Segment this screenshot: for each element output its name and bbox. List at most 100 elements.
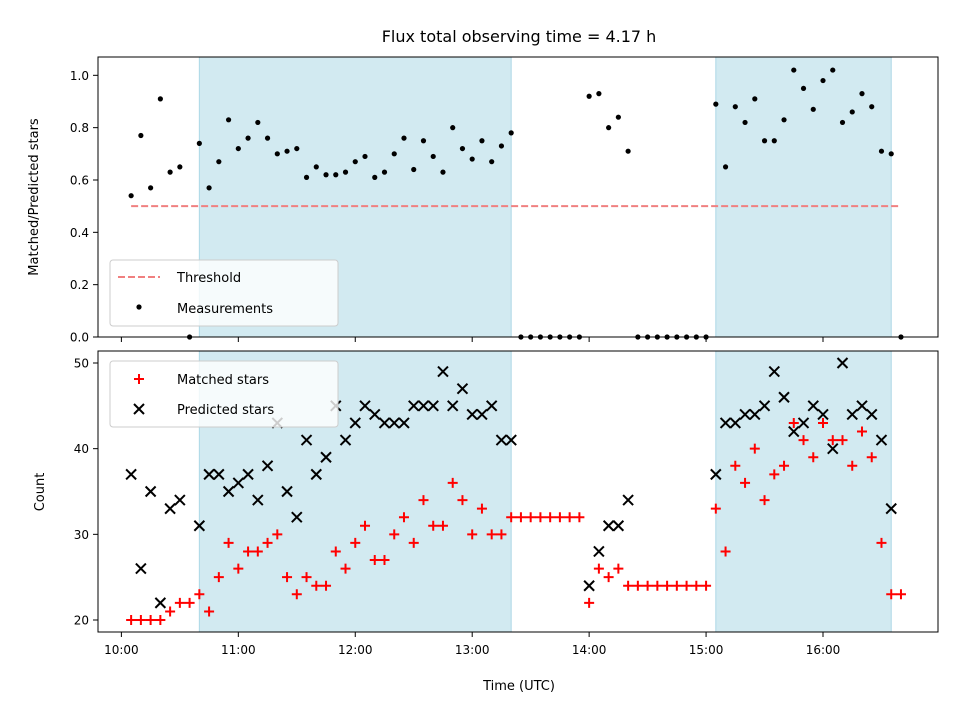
matched-star-point <box>389 529 400 540</box>
matched-star-point <box>145 615 156 626</box>
measurement-point <box>869 104 875 110</box>
measurement-point <box>849 109 855 115</box>
count-marks <box>125 357 906 626</box>
measurement-point <box>148 185 154 191</box>
matched-star-point <box>769 469 780 480</box>
predicted-star-point <box>797 417 810 429</box>
matched-star-point <box>710 503 721 514</box>
bottom-axis-ticks: 10:00 11:00 12:00 13:00 14:00 15:00 16:00 20 30 4… <box>74 356 841 657</box>
observing-band <box>715 350 892 633</box>
measurement-point <box>303 174 310 180</box>
legend-threshold-label: Threshold <box>176 271 241 286</box>
top-legend: Threshold Measurements <box>109 259 339 327</box>
measurement-point <box>888 151 894 157</box>
matched-star-point <box>467 529 478 540</box>
predicted-star-point <box>222 485 235 498</box>
measurement-point <box>167 169 173 175</box>
matched-star-point <box>856 426 867 437</box>
predicted-star-point <box>359 400 371 412</box>
matched-star-point <box>301 572 312 583</box>
matched-star-point <box>593 563 604 574</box>
measurement-point <box>732 104 738 110</box>
measurement-point <box>459 145 466 152</box>
predicted-star-point <box>437 365 449 378</box>
y-tick-label: 50 <box>74 356 89 370</box>
measurement-point <box>878 148 885 154</box>
measurement-point <box>615 114 621 120</box>
matched-star-point <box>428 520 439 531</box>
measurement-point <box>489 159 495 165</box>
measurement-point <box>313 164 319 170</box>
matched-star-point <box>330 546 341 557</box>
measurement-point <box>362 153 368 160</box>
predicted-star-point <box>300 434 313 446</box>
y-tick-label: 0.2 <box>70 278 89 292</box>
measurement-point <box>333 172 339 178</box>
matched-star-point <box>155 615 166 626</box>
matched-star-point <box>213 572 224 583</box>
measurement-point <box>440 169 446 175</box>
x-axis-label: Time (UTC) <box>482 679 555 694</box>
x-tick-label: 11:00 <box>221 643 256 657</box>
matched-star-point <box>233 563 244 574</box>
measurement-point <box>255 119 261 126</box>
measurement-point <box>138 132 144 139</box>
measurement-point <box>245 135 251 141</box>
y-tick-label: 40 <box>74 442 89 456</box>
predicted-star-point <box>164 502 176 515</box>
measurement-point <box>791 67 797 73</box>
matched-star-point <box>623 580 634 591</box>
measurement-point <box>342 169 349 175</box>
predicted-star-point <box>758 400 771 412</box>
matched-star-point <box>554 512 565 523</box>
predicted-star-point <box>125 468 137 481</box>
predicted-star-point <box>466 408 478 421</box>
predicted-star-point <box>602 520 615 532</box>
matched-star-point <box>184 597 195 608</box>
matched-star-point <box>243 546 254 557</box>
legend-matched-swatch <box>134 374 144 384</box>
measurement-point <box>761 138 768 144</box>
predicted-star-point <box>261 460 274 472</box>
measurement-point <box>411 166 417 173</box>
matched-star-point <box>671 580 682 591</box>
x-tick-label: 12:00 <box>338 643 373 657</box>
ratio-marks <box>128 67 904 340</box>
predicted-star-point <box>398 417 410 429</box>
matched-star-point <box>613 563 624 574</box>
predicted-star-point <box>827 442 839 455</box>
measurement-point <box>586 93 592 99</box>
predicted-star-point <box>612 520 625 532</box>
x-tick-label: 14:00 <box>572 643 607 657</box>
bottom-panel-frame <box>97 350 939 633</box>
measurement-point <box>264 135 271 141</box>
measurement-point <box>381 169 388 175</box>
legend-box <box>109 259 339 327</box>
y-tick-label: 30 <box>74 528 89 542</box>
predicted-star-point <box>778 391 790 403</box>
measurement-point <box>294 145 300 152</box>
matched-star-point <box>515 512 526 523</box>
predicted-star-point <box>885 502 897 515</box>
measurement-point <box>498 143 505 149</box>
predicted-star-point <box>349 417 361 429</box>
predicted-star-point <box>232 477 245 489</box>
y-tick-label: 1.0 <box>70 69 89 83</box>
matched-star-point <box>369 555 380 566</box>
matched-star-point <box>720 546 731 557</box>
matched-star-point <box>223 537 234 548</box>
predicted-star-point <box>252 494 264 506</box>
measurement-point <box>274 151 280 157</box>
matched-star-point <box>827 435 838 446</box>
matched-star-point <box>681 580 692 591</box>
matched-star-point <box>476 503 487 514</box>
matched-star-point <box>408 537 419 548</box>
legend-measurements-swatch <box>136 304 142 310</box>
matched-star-point <box>282 572 293 583</box>
matched-star-point <box>321 580 332 591</box>
legend-measurements-label: Measurements <box>177 302 273 317</box>
measurement-point <box>206 185 212 191</box>
predicted-star-point <box>768 365 780 378</box>
measurement-point <box>713 101 719 107</box>
matched-star-point <box>135 615 146 626</box>
